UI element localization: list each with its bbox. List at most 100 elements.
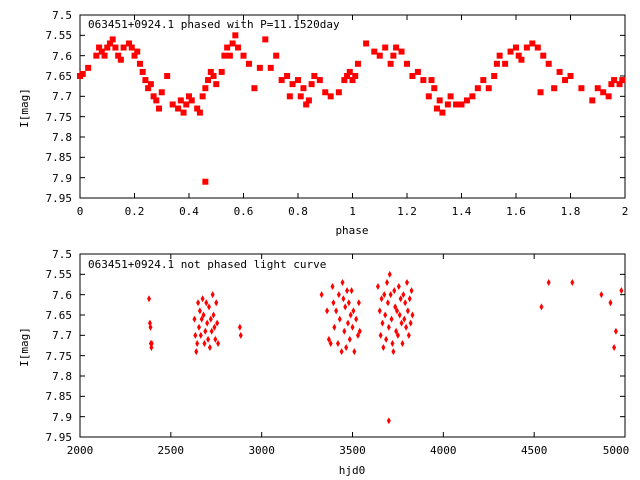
x-tick-label: 2500 [158,444,185,457]
data-point [262,36,269,43]
data-point [139,68,146,75]
chart-title: 063451+0924.1 phased with P=11.1520day [88,18,340,31]
data-point [134,48,141,55]
data-point [198,331,203,339]
y-tick-label: 7.75 [46,111,73,124]
data-point [229,40,236,47]
data-point [337,315,342,323]
data-points [77,32,626,185]
data-point [327,93,334,100]
data-point [354,315,359,323]
data-point [104,44,111,51]
data-point [384,335,389,343]
y-tick-label: 7.55 [46,29,73,42]
data-point [101,52,108,59]
data-point [148,323,153,331]
data-point [387,60,394,67]
y-tick-label: 7.5 [52,248,72,261]
data-point [352,73,359,79]
data-point [142,77,149,84]
data-point [382,44,389,51]
data-point [238,331,243,339]
data-point [613,327,618,335]
data-point [169,101,176,108]
data-point [206,335,211,343]
y-axis-label: I[mag] [18,327,31,367]
data-point [376,52,383,59]
data-point [109,36,116,43]
data-point [349,77,356,84]
data-point [589,97,596,104]
data-point [180,109,187,116]
data-point [205,319,210,327]
data-point [348,311,353,319]
data-point [213,335,218,343]
data-point [612,344,617,352]
y-tick-label: 7.85 [46,151,73,164]
data-point [206,303,211,311]
data-point [319,291,324,299]
data-point [402,315,407,323]
data-point [394,327,399,335]
data-point [208,315,213,323]
x-tick-label: 3000 [248,444,275,457]
data-point [385,299,390,307]
data-point [396,283,401,291]
data-point [518,56,525,63]
data-point [594,85,601,92]
data-point [352,348,357,356]
data-point [145,85,152,92]
data-point [215,319,220,327]
data-point [303,101,310,108]
data-point [330,283,335,291]
data-point [513,44,519,51]
data-point [207,344,212,352]
data-points [147,270,624,425]
data-point [209,327,214,335]
data-point [349,287,354,295]
y-tick-label: 7.6 [52,289,72,302]
data-point [128,44,135,51]
data-point [115,52,122,59]
data-point [377,307,382,315]
data-point [273,52,280,59]
data-point [106,40,113,47]
data-point [619,77,626,84]
data-point [388,291,393,299]
data-point [240,52,247,59]
data-point [371,48,378,55]
data-point [316,77,323,84]
data-point [202,178,209,185]
data-point [381,344,386,352]
data-point [226,52,233,59]
data-point [409,287,414,295]
data-point [439,109,446,116]
data-point [232,32,239,39]
x-tick-label: 1.4 [452,205,472,218]
data-point [305,97,312,104]
data-point [406,331,411,339]
x-tick-label: 0 [77,205,84,218]
data-point [463,97,470,104]
y-tick-label: 7.9 [52,411,72,424]
data-point [194,105,201,112]
data-point [218,68,225,75]
y-tick-label: 7.7 [52,90,72,103]
data-point [205,77,212,84]
y-tick-label: 7.95 [46,431,73,444]
data-point [385,278,390,286]
data-point [444,101,451,108]
data-point [196,299,201,307]
data-point [213,81,220,88]
data-point [93,52,100,59]
data-point [436,97,443,104]
data-point [177,97,184,104]
x-tick-label: 5000 [603,444,630,457]
data-point [251,85,258,92]
data-point [120,44,127,51]
data-point [204,299,209,307]
y-tick-label: 7.9 [52,172,72,185]
data-point [267,64,274,71]
data-point [332,323,337,331]
data-point [378,331,383,339]
